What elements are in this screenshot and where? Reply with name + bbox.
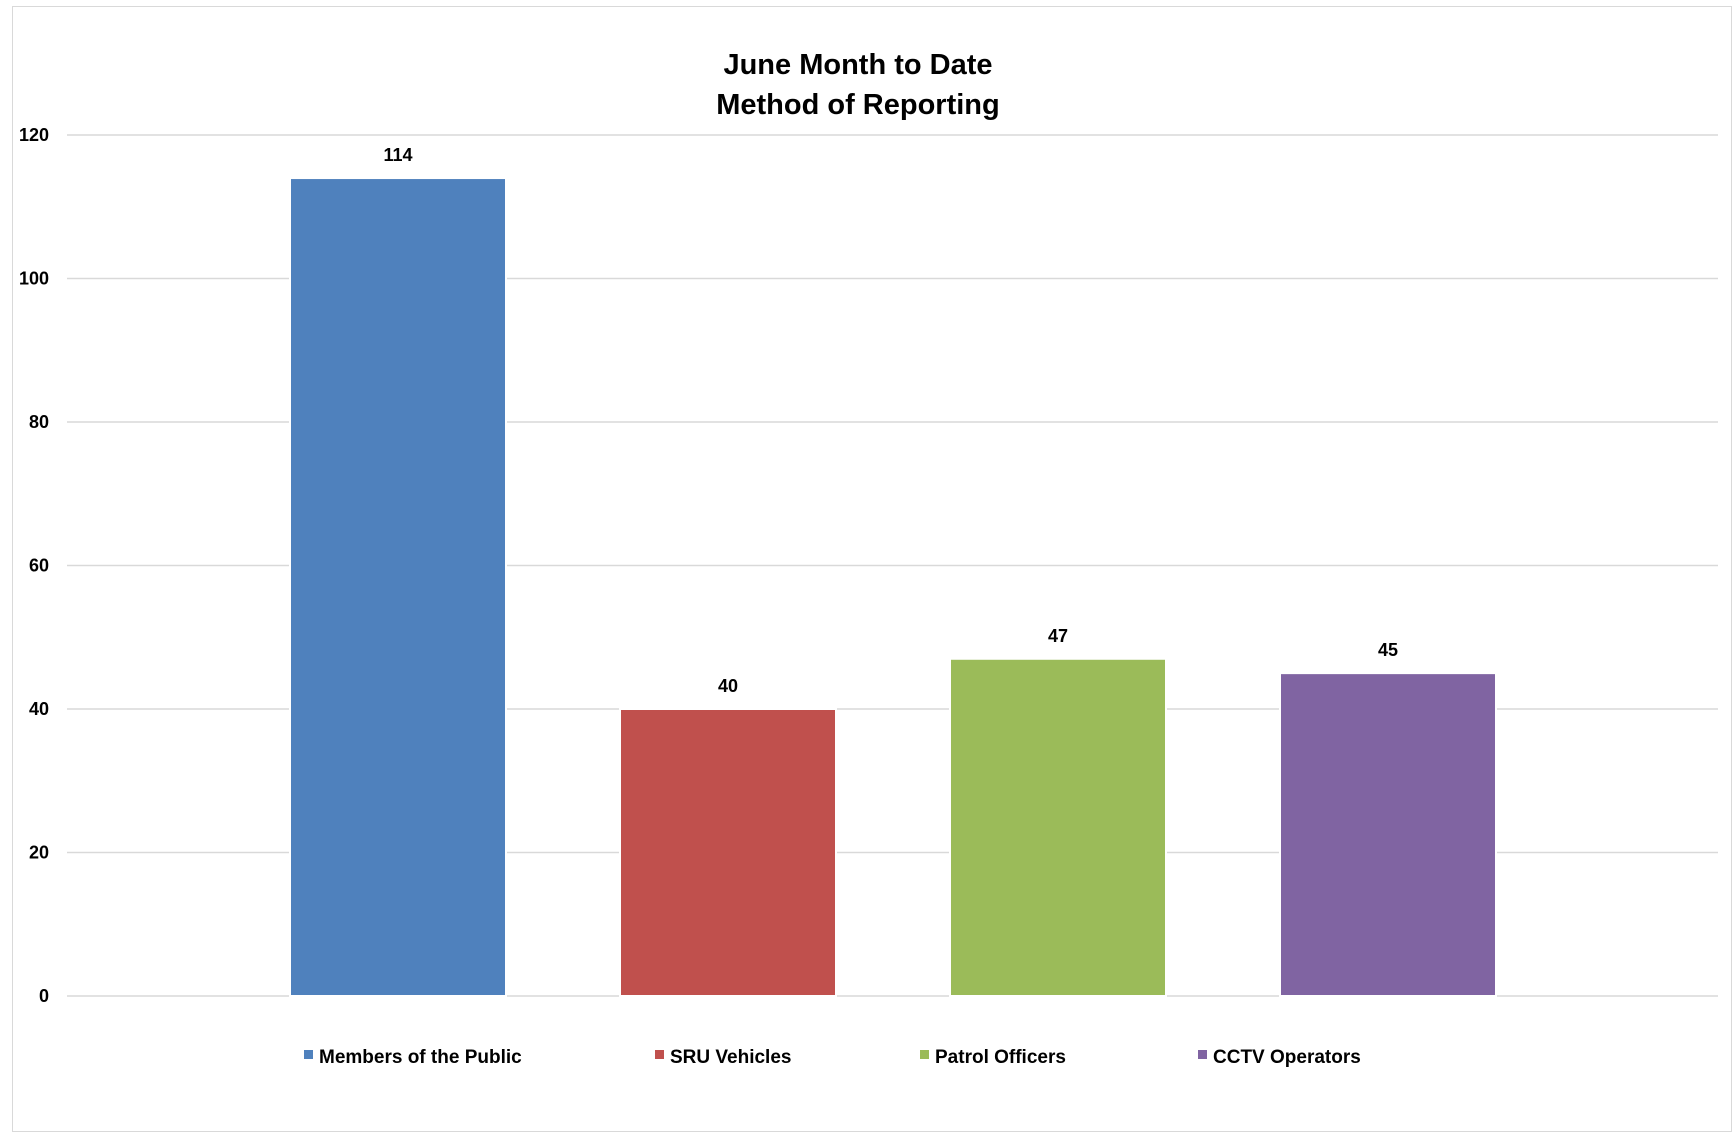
bars bbox=[289, 177, 1497, 998]
legend-swatch bbox=[920, 1050, 929, 1059]
y-tick-label: 100 bbox=[19, 269, 49, 289]
y-tick-label: 80 bbox=[29, 412, 49, 432]
legend-label: Patrol Officers bbox=[935, 1047, 1066, 1068]
legend: Members of the Public SRU Vehicles Patrol … bbox=[304, 1047, 1361, 1068]
data-label: 40 bbox=[718, 676, 738, 696]
bar bbox=[289, 177, 507, 998]
legend-label: SRU Vehicles bbox=[670, 1047, 791, 1068]
legend-swatch bbox=[1198, 1050, 1207, 1059]
y-tick-label: 20 bbox=[29, 843, 49, 863]
y-tick-label: 120 bbox=[19, 125, 49, 145]
bar bbox=[619, 708, 837, 997]
data-label: 47 bbox=[1048, 626, 1068, 646]
y-tick-label: 40 bbox=[29, 699, 49, 719]
bar bbox=[1279, 672, 1497, 997]
legend-label: CCTV Operators bbox=[1213, 1047, 1361, 1068]
bar bbox=[949, 657, 1167, 998]
chart-title-line-2: Method of Reporting bbox=[716, 89, 1000, 121]
chart-title: June Month to Date Method of Reporting bbox=[716, 49, 1000, 121]
y-tick-label: 60 bbox=[29, 556, 49, 576]
y-axis-ticks: 0 20 40 60 80 100 120 bbox=[19, 125, 49, 1006]
chart-title-line-1: June Month to Date bbox=[723, 49, 992, 81]
y-tick-label: 0 bbox=[39, 986, 49, 1006]
data-labels: 114 40 47 45 bbox=[383, 145, 1398, 696]
legend-label: Members of the Public bbox=[319, 1047, 522, 1068]
data-label: 45 bbox=[1378, 640, 1398, 660]
legend-swatch bbox=[304, 1050, 313, 1059]
legend-swatch bbox=[655, 1050, 664, 1059]
data-label: 114 bbox=[383, 145, 412, 165]
